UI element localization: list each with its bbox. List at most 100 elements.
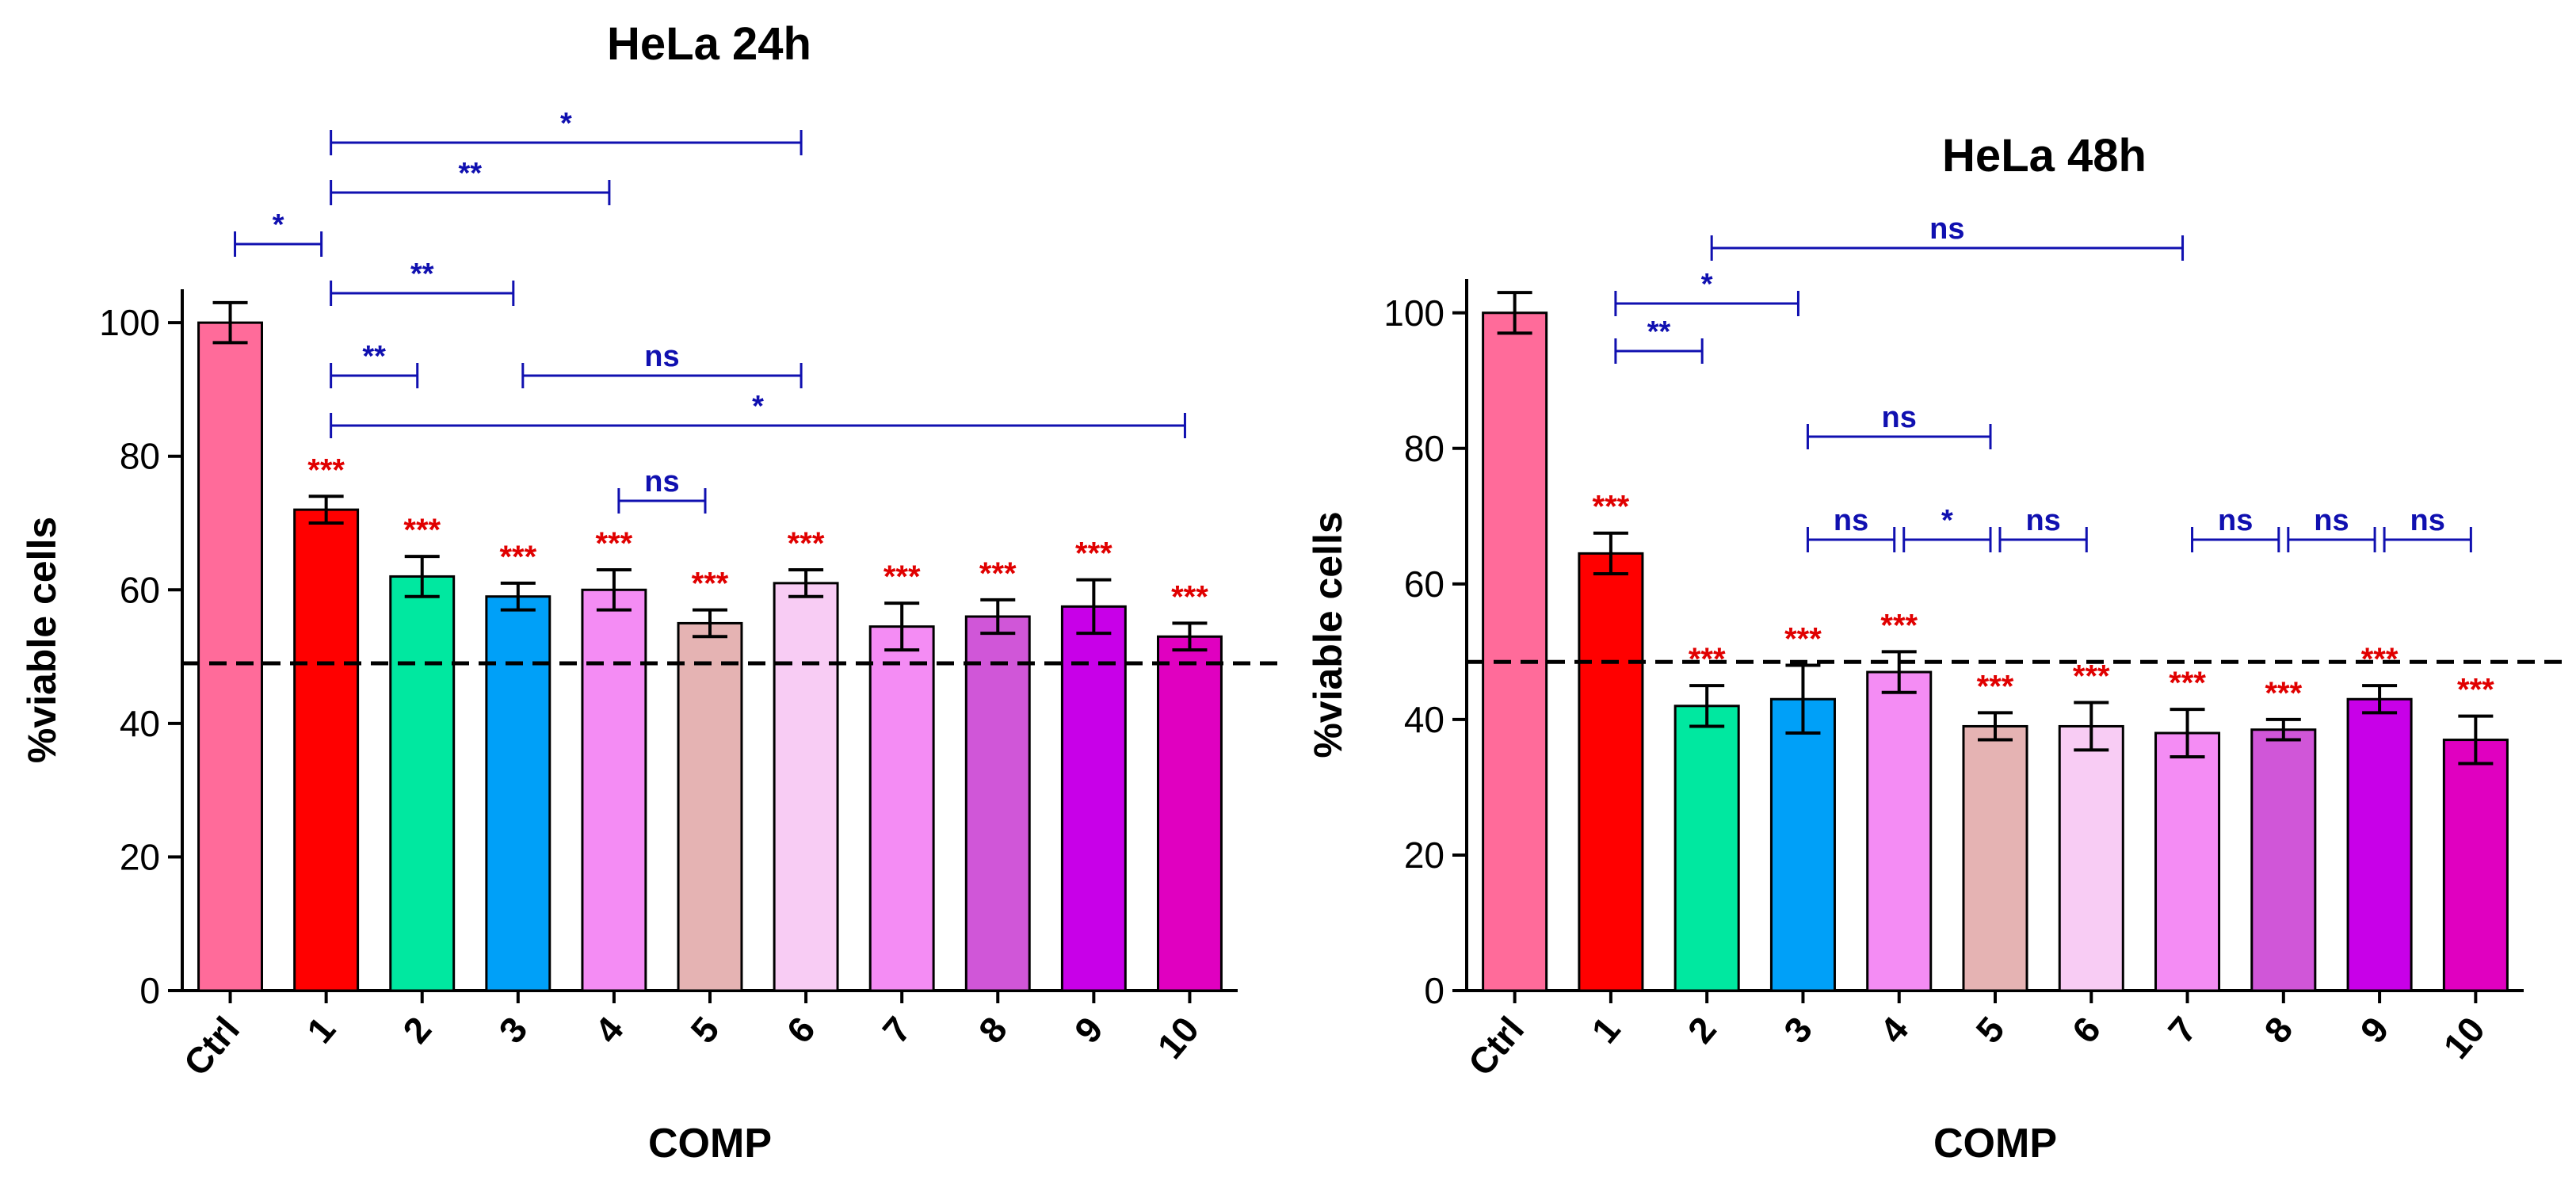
x-tick-label: 3	[1776, 1009, 1820, 1051]
bar-1	[1578, 552, 1644, 992]
comparison-label: ns	[2025, 504, 2060, 537]
comparison-label: ns	[2410, 504, 2445, 537]
bar-7	[2154, 731, 2221, 992]
x-tick-label: 10	[2435, 1009, 2493, 1067]
x-tick-label: 6	[778, 1009, 822, 1051]
bar-6	[2058, 724, 2124, 992]
y-tick-label: 80	[1404, 428, 1444, 469]
significance-label: ***	[1977, 669, 2014, 704]
bar-8	[2250, 728, 2317, 992]
x-tick-label: 7	[2160, 1009, 2204, 1051]
x-tick-label: 9	[1067, 1009, 1111, 1051]
comparison-label: **	[362, 340, 386, 373]
bar-10	[1156, 635, 1223, 992]
comparison-bracket: *	[330, 107, 803, 155]
comparison-label: *	[1941, 504, 1953, 537]
bar-2	[389, 575, 456, 992]
comparison-label: ns	[1882, 401, 1917, 434]
x-tick-label: 2	[395, 1009, 439, 1051]
chart-title: HeLa 48h	[1942, 130, 2147, 181]
comparison-label: *	[1701, 268, 1713, 301]
significance-label: ***	[1593, 490, 1630, 525]
x-tick-label: 9	[2352, 1009, 2396, 1051]
y-tick-label: 20	[120, 836, 160, 877]
comparison-label: ns	[2218, 504, 2253, 537]
significance-label: ***	[499, 540, 536, 575]
significance-label: ***	[2361, 642, 2399, 677]
bar-4	[1866, 670, 1933, 992]
x-tick-label: 5	[1967, 1009, 2012, 1051]
x-tick-label: 1	[1583, 1009, 1628, 1051]
comparison-label: ns	[2314, 504, 2349, 537]
bar-3	[1769, 697, 1836, 992]
x-tick-label: 6	[2064, 1009, 2109, 1051]
significance-label: ***	[1880, 608, 1918, 643]
comparison-bracket: ns	[617, 465, 707, 514]
significance-label: ***	[2073, 659, 2110, 694]
comparison-label: *	[273, 208, 284, 242]
comparison-label: **	[458, 157, 482, 190]
comparison-bracket: ns	[1806, 401, 1992, 449]
bar-9	[1060, 605, 1127, 992]
bar-9	[2346, 697, 2413, 992]
bar-Ctrl	[197, 321, 264, 992]
comparison-bracket: **	[330, 157, 611, 205]
comparison-bracket: **	[330, 340, 419, 388]
bar-Ctrl	[1482, 311, 1548, 992]
comparison-bracket: ns	[1806, 504, 1896, 552]
significance-label: ***	[403, 513, 441, 548]
comparison-label: *	[752, 390, 764, 423]
significance-label: ***	[788, 526, 825, 561]
x-axis-label: COMP	[1933, 1121, 2057, 1167]
bar-4	[581, 588, 647, 992]
comparison-bracket: *	[234, 208, 323, 257]
comparison-bracket: *	[330, 390, 1186, 438]
comparison-label: **	[1647, 315, 1671, 349]
y-tick-label: 0	[1424, 970, 1444, 1011]
comparison-bracket: ns	[1998, 504, 2088, 552]
comparison-bracket: ns	[2191, 504, 2280, 552]
comparison-bracket: **	[1614, 315, 1704, 364]
x-tick-label: 4	[586, 1009, 632, 1051]
bar-10	[2442, 739, 2509, 992]
bar-7	[868, 625, 935, 992]
y-tick-label: 60	[120, 569, 160, 610]
comparison-bracket: *	[1614, 268, 1799, 316]
x-tick-label: 8	[971, 1009, 1015, 1051]
y-tick-label: 100	[99, 302, 160, 343]
comparison-bracket: *	[1902, 504, 1992, 552]
significance-label: ***	[307, 453, 345, 487]
significance-label: ***	[2169, 666, 2206, 701]
y-tick-label: 20	[1404, 834, 1444, 876]
comparison-bracket: **	[330, 258, 515, 306]
significance-label: ***	[2265, 676, 2302, 711]
bar-3	[485, 595, 551, 992]
significance-label: ***	[596, 526, 633, 561]
bar-6	[773, 582, 839, 992]
significance-label: ***	[1171, 579, 1208, 614]
comparison-label: **	[410, 258, 434, 291]
comparison-bracket: ns	[2383, 504, 2472, 552]
comparison-label: ns	[1929, 212, 1964, 246]
x-tick-label: 7	[875, 1009, 919, 1051]
x-tick-label: 10	[1149, 1009, 1207, 1067]
comparison-label: *	[560, 107, 572, 140]
y-axis-label: %viable cells	[20, 517, 64, 763]
significance-label: ***	[883, 559, 921, 594]
x-tick-label: 1	[299, 1009, 343, 1051]
bar-8	[964, 615, 1031, 992]
y-tick-label: 40	[120, 703, 160, 744]
x-tick-label: 8	[2256, 1009, 2300, 1051]
x-tick-label: Ctrl	[1460, 1009, 1532, 1083]
chart-title: HeLa 24h	[607, 18, 811, 70]
bar-5	[1962, 724, 2028, 992]
comparison-bracket: ns	[521, 340, 803, 388]
comparison-label: ns	[644, 465, 679, 498]
significance-label: ***	[2457, 673, 2494, 708]
x-tick-label: 4	[1872, 1009, 1917, 1051]
y-tick-label: 0	[139, 970, 160, 1011]
y-tick-label: 80	[120, 436, 160, 477]
significance-label: ***	[1075, 537, 1112, 571]
